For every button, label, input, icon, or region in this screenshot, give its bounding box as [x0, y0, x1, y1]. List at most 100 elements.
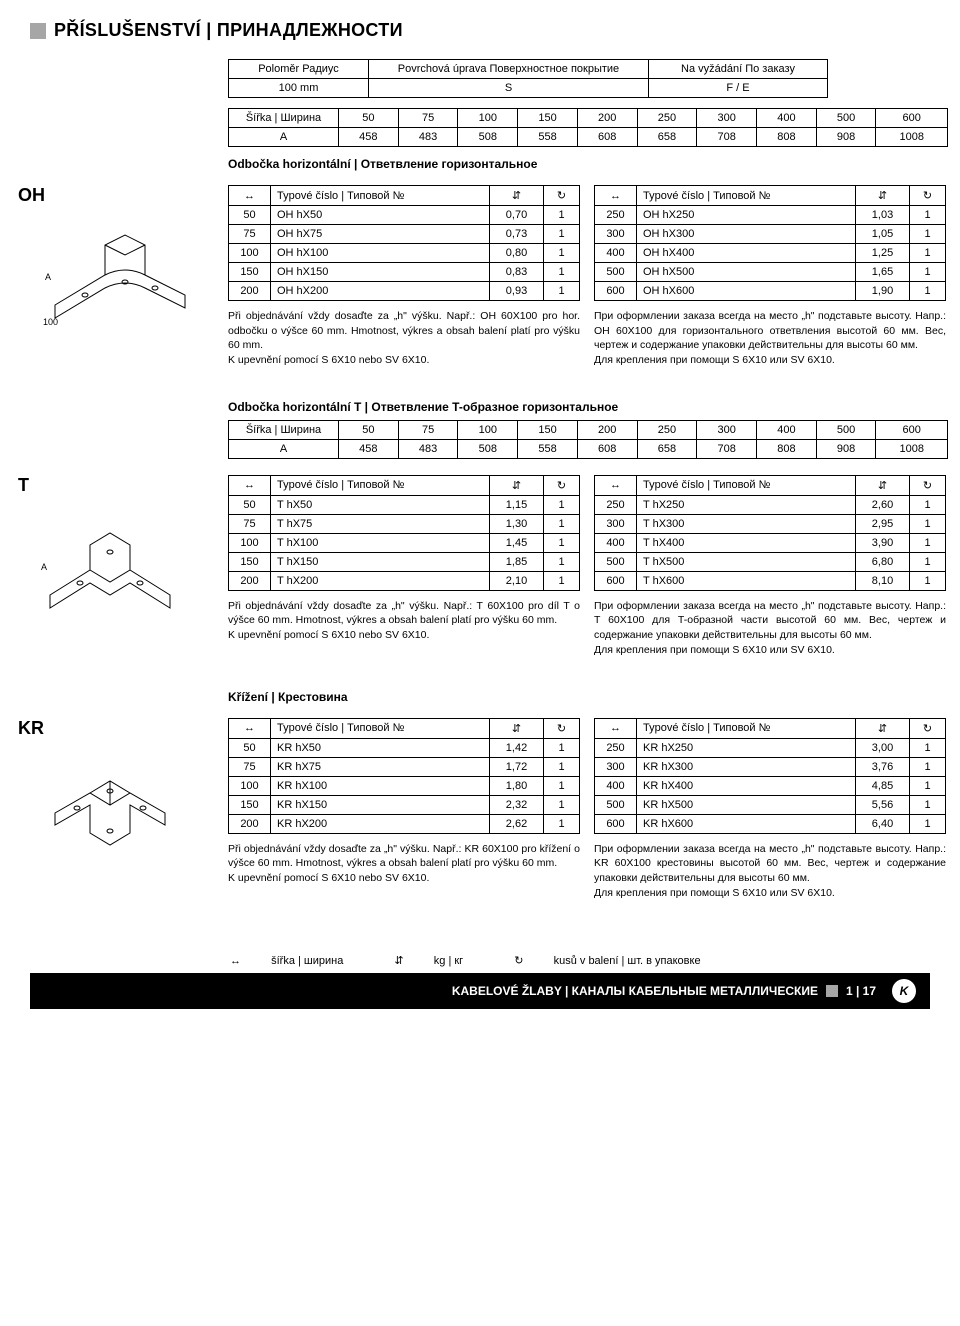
cell: 1	[910, 533, 946, 552]
cell: 400	[757, 109, 817, 128]
cell: 1	[910, 244, 946, 263]
cell: 1	[910, 495, 946, 514]
type-table-left: ↔ Typové číslo | Типовой № ⇵ ↻50 T hX50 …	[228, 475, 580, 591]
cell: 1	[544, 757, 580, 776]
cell: 1,85	[490, 552, 544, 571]
col-weight: ⇵	[490, 475, 544, 495]
col-width: ↔	[595, 186, 637, 206]
cell: 600	[876, 109, 948, 128]
cell: Poloměr Радиус	[229, 60, 369, 79]
cell: 1,72	[490, 757, 544, 776]
type-table-left: ↔ Typové číslo | Типовой № ⇵ ↻50 OH hX50…	[228, 185, 580, 301]
cell: OH hX250	[637, 206, 856, 225]
cell: 608	[577, 128, 637, 147]
cell: 75	[398, 109, 458, 128]
section-code: OH	[18, 185, 45, 206]
cell: A	[229, 439, 339, 458]
cell: 400	[595, 244, 637, 263]
cell: 1	[544, 814, 580, 833]
drawing-t: A	[35, 500, 205, 630]
col-width: ↔	[595, 475, 637, 495]
cell: 1	[910, 757, 946, 776]
cell: 300	[595, 757, 637, 776]
cell: 50	[229, 206, 271, 225]
col-pack: ↻	[910, 718, 946, 738]
cell: F / E	[649, 79, 828, 98]
cell: 500	[595, 552, 637, 571]
cell: 1	[910, 571, 946, 590]
cell: T hX200	[271, 571, 490, 590]
cell: 50	[229, 738, 271, 757]
cell: KR hX100	[271, 776, 490, 795]
cell: 908	[816, 128, 876, 147]
cell: 1,05	[856, 225, 910, 244]
cell: 500	[816, 109, 876, 128]
note-ru: При оформлении заказа всегда на место „h…	[594, 842, 946, 901]
cell: T hX600	[637, 571, 856, 590]
cell: 100	[458, 109, 518, 128]
cell: T hX400	[637, 533, 856, 552]
cell: 658	[637, 439, 697, 458]
cell: 400	[595, 533, 637, 552]
cell: 1	[544, 206, 580, 225]
svg-text:100: 100	[43, 317, 58, 327]
cell: T hX100	[271, 533, 490, 552]
col-pack: ↻	[910, 475, 946, 495]
cell: KR hX600	[637, 814, 856, 833]
cell: 100	[229, 533, 271, 552]
type-table-right: ↔ Typové číslo | Типовой № ⇵ ↻250 T hX25…	[594, 475, 946, 591]
cell: 1	[544, 225, 580, 244]
cell: 2,60	[856, 495, 910, 514]
cell: 0,73	[490, 225, 544, 244]
type-table-right: ↔ Typové číslo | Типовой № ⇵ ↻250 OH hX2…	[594, 185, 946, 301]
cell: KR hX75	[271, 757, 490, 776]
col-pack: ↻	[910, 186, 946, 206]
cell: 200	[229, 282, 271, 301]
cell: OH hX100	[271, 244, 490, 263]
cell: 708	[697, 128, 757, 147]
page-title: PŘÍSLUŠENSTVÍ | ПРИНАДЛЕЖНОСТИ	[54, 20, 403, 41]
svg-text:A: A	[45, 272, 51, 282]
cell: 1,30	[490, 514, 544, 533]
cell: 150	[518, 420, 578, 439]
cell: OH hX300	[637, 225, 856, 244]
cell: 200	[229, 571, 271, 590]
col-weight: ⇵	[856, 475, 910, 495]
footer-logo: K	[892, 979, 916, 1003]
cell: 658	[637, 128, 697, 147]
page-header: PŘÍSLUŠENSTVÍ | ПРИНАДЛЕЖНОСТИ	[30, 20, 930, 41]
cell: 608	[577, 439, 637, 458]
cell: T hX500	[637, 552, 856, 571]
cell: 1	[544, 533, 580, 552]
cell: 1	[544, 571, 580, 590]
col-type: Typové číslo | Типовой №	[637, 186, 856, 206]
cell: 458	[339, 439, 399, 458]
note-cz: Při objednávání vždy dosaďte za „h" výšk…	[228, 599, 580, 658]
cell: 50	[339, 109, 399, 128]
cell: T hX75	[271, 514, 490, 533]
cell: OH hX50	[271, 206, 490, 225]
header-square-icon	[30, 23, 46, 39]
col-type: Typové číslo | Типовой №	[637, 718, 856, 738]
section-code: KR	[18, 718, 44, 739]
cell: 250	[595, 738, 637, 757]
cell: 508	[458, 128, 518, 147]
cell: A	[229, 128, 339, 147]
cell: 500	[816, 420, 876, 439]
cell: 2,62	[490, 814, 544, 833]
col-weight: ⇵	[856, 186, 910, 206]
col-type: Typové číslo | Типовой №	[271, 718, 490, 738]
cell: 483	[398, 128, 458, 147]
cell: 1	[910, 282, 946, 301]
cell: 0,70	[490, 206, 544, 225]
cell: 300	[595, 514, 637, 533]
cell: 1	[544, 495, 580, 514]
note-ru: При оформлении заказа всегда на место „h…	[594, 309, 946, 368]
cell: 200	[229, 814, 271, 833]
cell: 0,80	[490, 244, 544, 263]
cell: 458	[339, 128, 399, 147]
note-cz: Při objednávání vždy dosaďte za „h" výšk…	[228, 309, 580, 368]
cell: 150	[229, 795, 271, 814]
cell: 1,25	[856, 244, 910, 263]
section-code: T	[18, 475, 29, 496]
